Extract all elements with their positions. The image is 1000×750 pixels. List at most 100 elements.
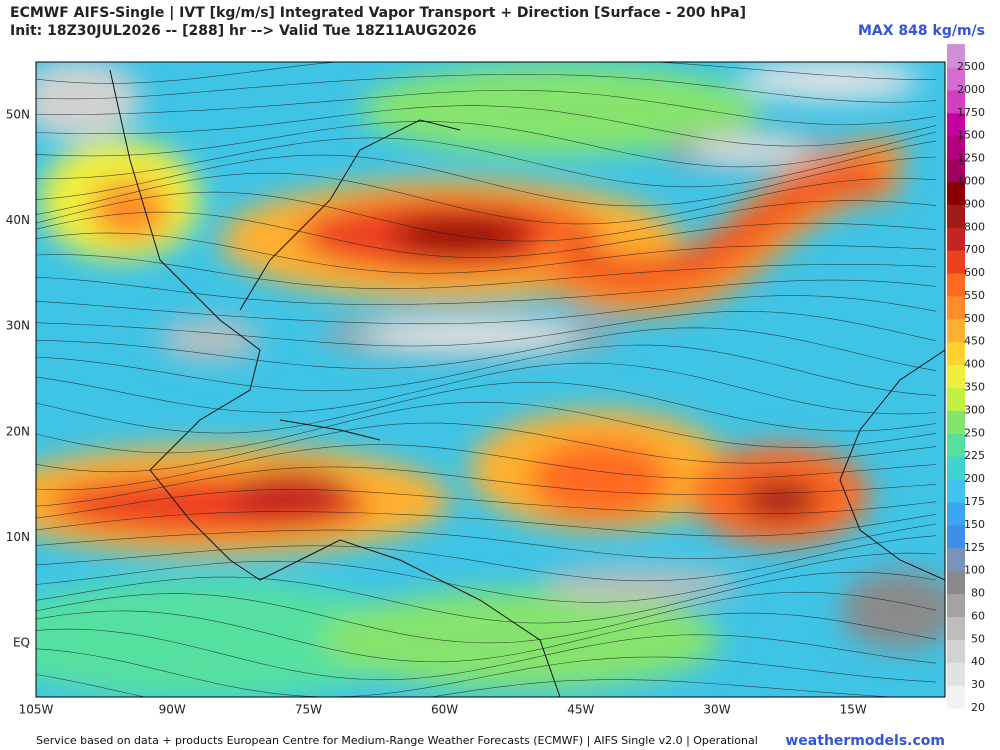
streamline — [36, 154, 937, 207]
colorbar-swatch — [947, 273, 965, 297]
colorbar-swatch — [947, 547, 965, 572]
lon-label: 90W — [159, 703, 186, 717]
colorbar-label: 900 — [964, 197, 985, 210]
coastlines — [109, 69, 945, 697]
colorbar-swatch — [947, 250, 965, 274]
colorbar-swatch — [947, 616, 965, 640]
colorbar-label: 450 — [964, 335, 985, 348]
streamline — [36, 254, 937, 289]
colorbar-label: 60 — [971, 609, 985, 622]
title: ECMWF AIFS-Single | IVT [kg/m/s] Integra… — [10, 5, 746, 21]
subtitle: Init: 18Z30JUL2026 -- [288] hr --> Valid… — [10, 23, 477, 39]
colorbar-swatch — [947, 67, 965, 91]
colorbar-swatch — [947, 135, 965, 160]
colorbar-label: 500 — [964, 312, 985, 325]
colorbar-label: 175 — [964, 495, 985, 508]
streamlines — [36, 62, 937, 697]
lon-label: 30W — [703, 703, 730, 717]
lat-label: 50N — [6, 108, 30, 122]
colorbar-swatch — [947, 89, 965, 114]
streamline — [36, 571, 937, 624]
streamline — [36, 62, 937, 84]
colorbar-swatch — [947, 158, 965, 182]
streamline — [36, 74, 937, 103]
streamline — [36, 523, 937, 560]
colorbar-label: 1750 — [957, 106, 985, 119]
lon-label: 60W — [431, 703, 458, 717]
colorbar-label: 1000 — [957, 174, 985, 187]
colorbar-label: 300 — [964, 403, 985, 416]
ivt-field — [36, 62, 945, 697]
colorbar-swatch — [947, 433, 965, 457]
streamline — [36, 674, 897, 697]
streamline — [36, 610, 937, 663]
colorbar-swatch — [947, 639, 965, 663]
streamline — [36, 591, 937, 644]
colorbar-swatch — [947, 570, 965, 595]
streamline — [36, 191, 937, 242]
colorbar-label: 2500 — [957, 60, 985, 73]
map — [36, 62, 945, 697]
colorbar-swatch — [947, 387, 965, 411]
lon-label: 45W — [567, 703, 594, 717]
colorbar-swatch — [947, 341, 965, 366]
colorbar-label: 1250 — [957, 152, 985, 165]
colorbar-swatch — [947, 295, 965, 320]
colorbar-swatch — [947, 112, 965, 137]
streamline — [36, 489, 937, 519]
colorbar-label: 400 — [964, 358, 985, 371]
colorbar-swatch — [947, 501, 965, 526]
streamline — [36, 277, 937, 305]
colorbar-label: 150 — [964, 518, 985, 531]
colorbar-swatch — [947, 524, 965, 549]
colorbar-swatch — [947, 44, 965, 68]
colorbar-label: 800 — [964, 220, 985, 233]
streamline — [36, 232, 937, 274]
colorbar-label: 30 — [971, 678, 985, 691]
colorbar-label: 350 — [964, 381, 985, 394]
streamline — [36, 105, 937, 147]
lat-label: 40N — [6, 213, 30, 227]
streamline — [36, 295, 937, 325]
colorbar-swatch — [947, 318, 965, 343]
colorbar-swatch — [947, 181, 965, 205]
lat-label: 30N — [6, 319, 30, 333]
colorbar-label: 200 — [964, 472, 985, 485]
lon-label: 75W — [295, 703, 322, 717]
lon-label: 15W — [840, 703, 867, 717]
streamline — [36, 466, 937, 507]
colorbar-label: 600 — [964, 266, 985, 279]
colorbar-label: 100 — [964, 564, 985, 577]
colorbar-swatch — [947, 410, 965, 434]
streamline — [36, 121, 937, 168]
colorbar-swatch — [947, 593, 965, 617]
streamline — [36, 310, 937, 347]
colorbar-swatch — [947, 456, 965, 480]
streamline — [36, 444, 937, 491]
lat-label: 10N — [6, 530, 30, 544]
streamline — [36, 172, 937, 225]
colorbar-label: 1500 — [957, 129, 985, 142]
streamline — [36, 401, 937, 454]
streamline — [36, 327, 937, 371]
colorbar-label: 225 — [964, 449, 985, 462]
colorbar-label: 125 — [964, 541, 985, 554]
colorbar-label: 550 — [964, 289, 985, 302]
source-note: Service based on data + products Europea… — [36, 734, 758, 747]
streamline — [36, 211, 937, 258]
colorbar-swatch — [947, 479, 965, 503]
streamline — [36, 422, 937, 473]
lon-label: 105W — [19, 703, 54, 717]
max-label: MAX 848 kg/m/s — [858, 23, 985, 39]
colorbar-swatch — [947, 227, 965, 251]
colorbar-label: 50 — [971, 632, 985, 645]
colorbar-swatch — [947, 204, 965, 228]
map-frame — [35, 61, 946, 698]
streamline — [36, 362, 937, 415]
colorbar-label: 20 — [971, 701, 985, 714]
colorbar-swatch — [947, 685, 965, 709]
colorbar-swatch — [947, 364, 965, 388]
streamline — [36, 89, 937, 125]
colorbar-label: 2000 — [957, 83, 985, 96]
